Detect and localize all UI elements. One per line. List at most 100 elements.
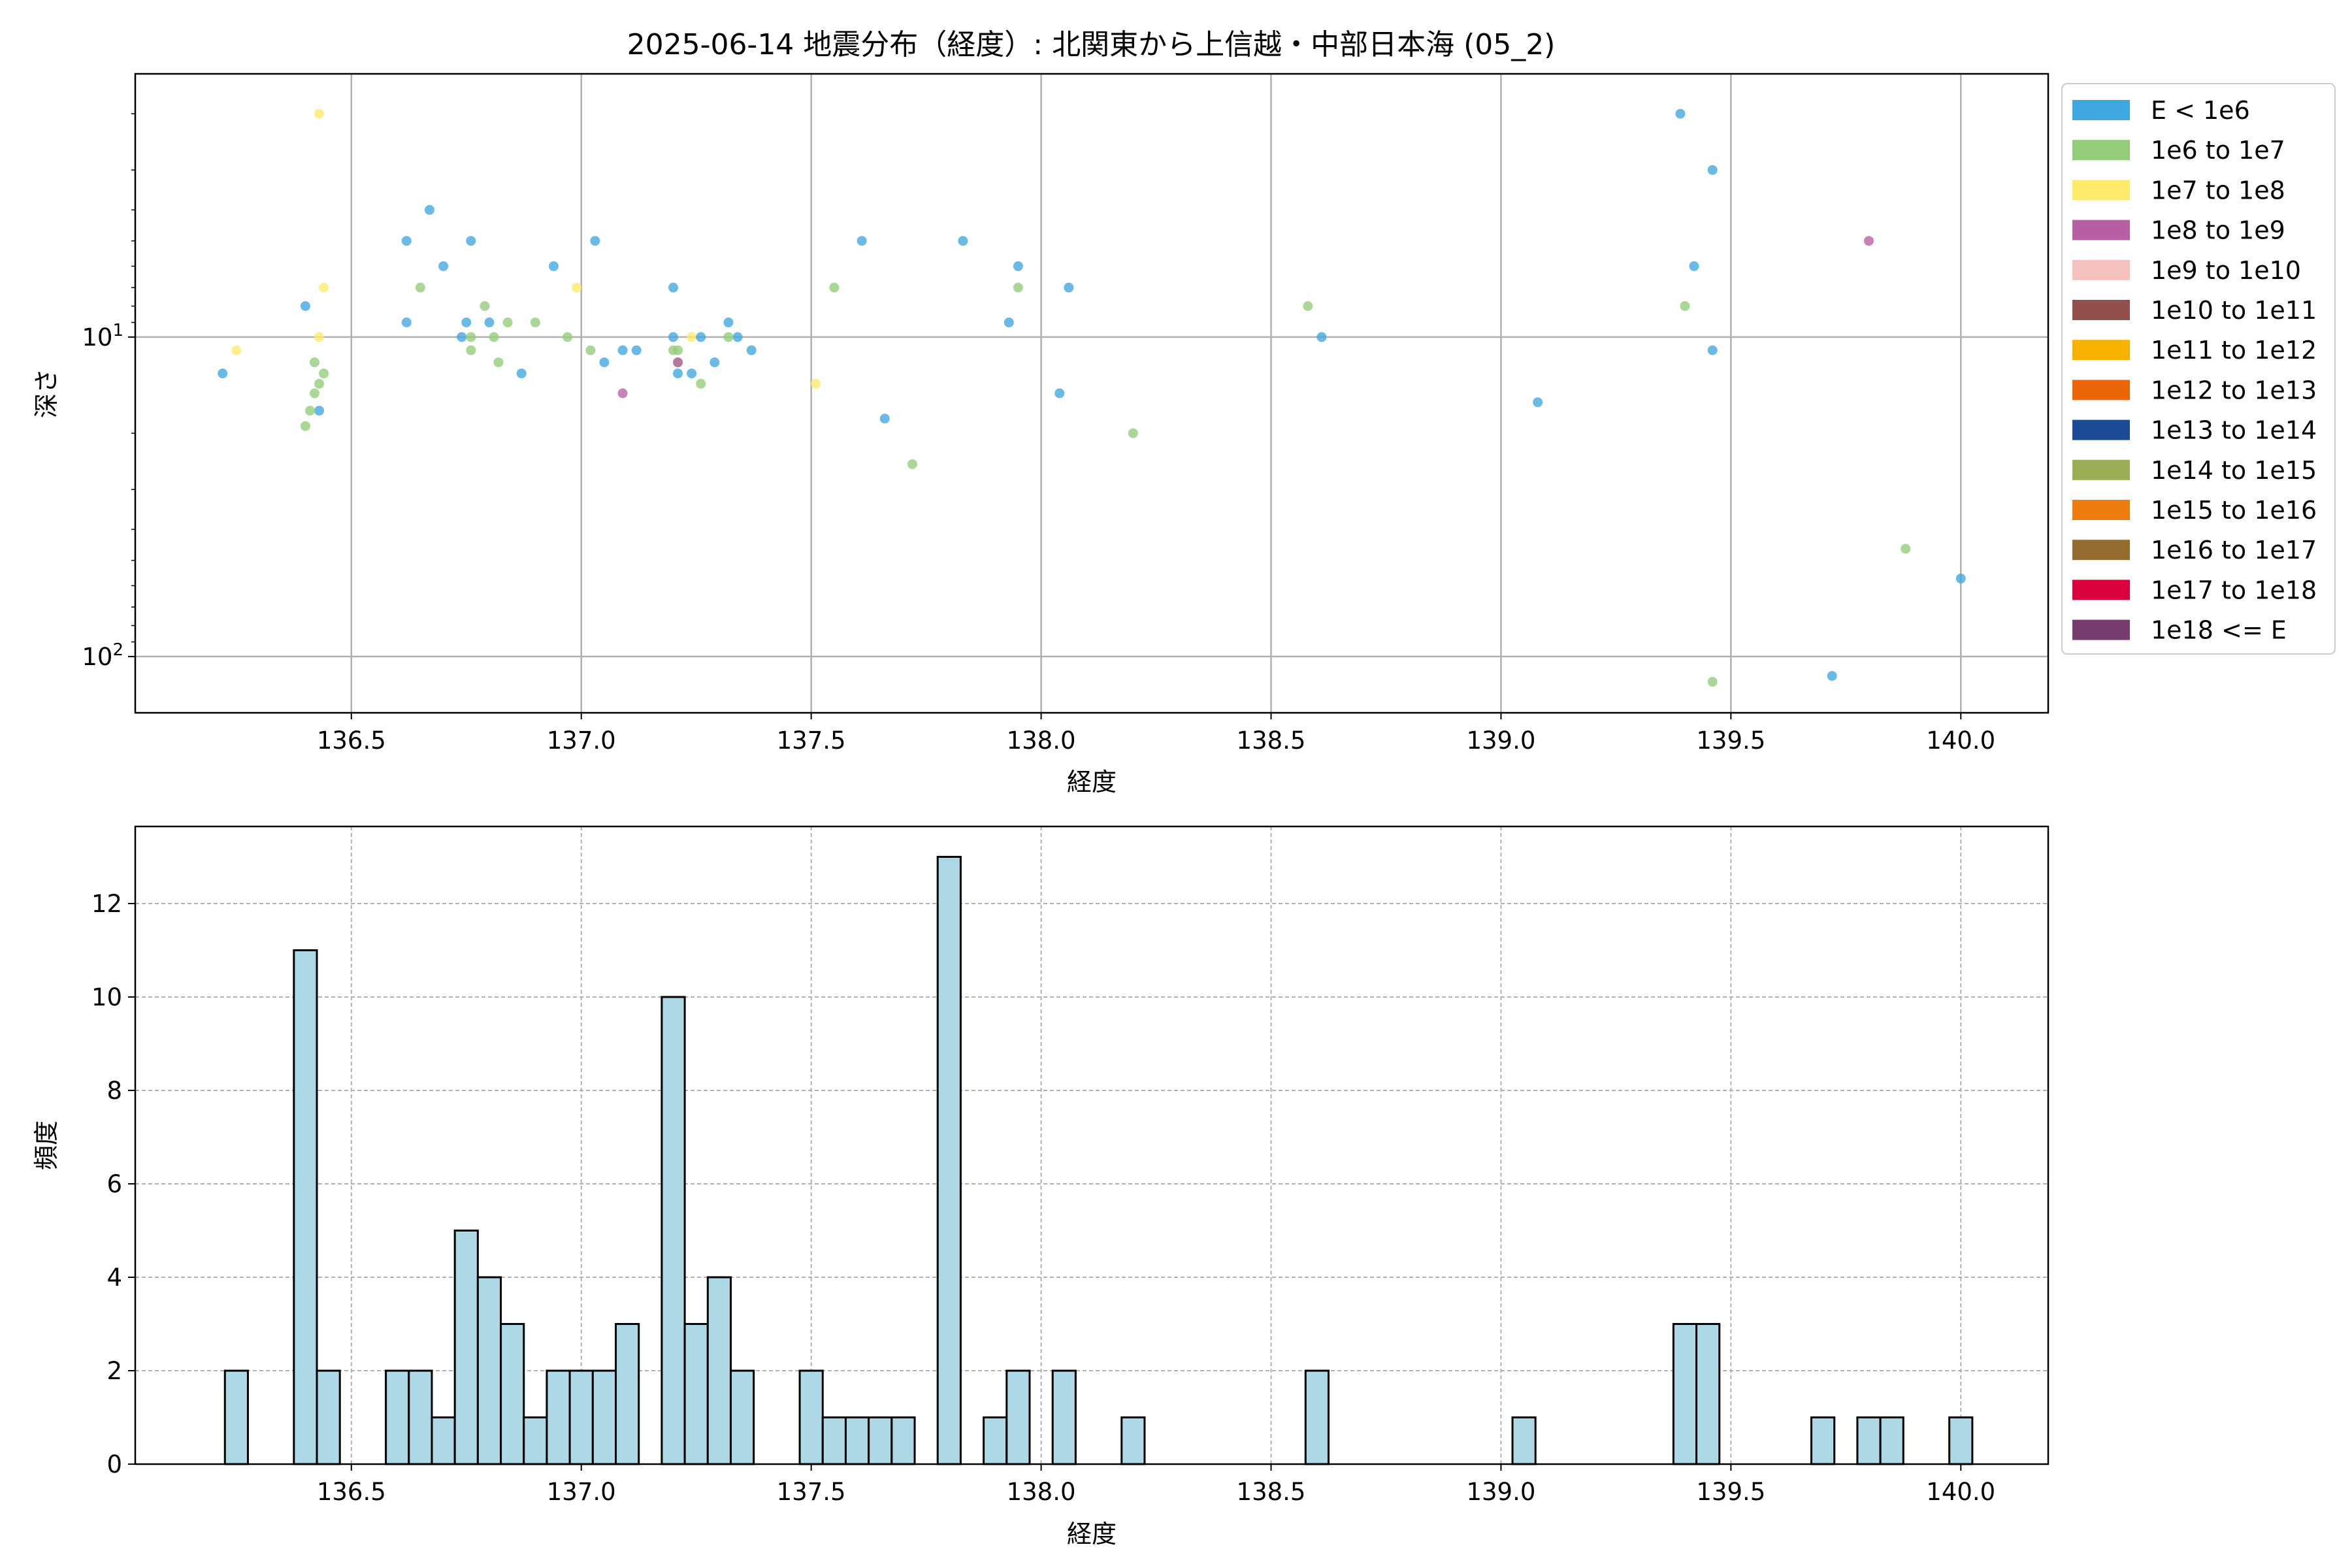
scatter-point [563, 332, 573, 342]
histogram-y-tick-label: 4 [106, 1264, 122, 1292]
legend-swatch [2072, 540, 2130, 561]
legend-swatch [2072, 340, 2130, 361]
scatter-point [300, 421, 310, 431]
legend-label: 1e18 <= E [2151, 616, 2287, 645]
scatter-x-tick-label: 138.0 [1007, 727, 1076, 755]
scatter-y-tick-base: 10 [82, 643, 112, 671]
legend-swatch [2072, 180, 2130, 201]
scatter-point [1064, 282, 1074, 293]
histogram-bar [1672, 1322, 1698, 1465]
histogram-bar [546, 1369, 571, 1465]
histogram-bar [1120, 1416, 1146, 1465]
scatter-point [746, 345, 757, 355]
histogram-x-tick-label: 139.5 [1696, 1478, 1765, 1506]
scatter-point [687, 368, 697, 379]
scatter-point [480, 301, 490, 312]
legend-label: 1e14 to 1e15 [2151, 456, 2317, 485]
legend-swatch [2072, 500, 2130, 520]
scatter-point [599, 357, 610, 368]
scatter-point [1013, 282, 1023, 293]
scatter-point [857, 236, 867, 246]
histogram-y-tick-label: 2 [106, 1357, 122, 1385]
legend-label: 1e12 to 1e13 [2151, 376, 2317, 404]
histogram-y-label: 頻度 [32, 1120, 61, 1170]
legend-swatch [2072, 619, 2130, 640]
scatter-point [1955, 574, 1966, 584]
legend-label: 1e9 to 1e10 [2151, 256, 2301, 285]
histogram-y-tick-label: 10 [91, 983, 122, 1011]
scatter-x-tick-label: 139.5 [1696, 727, 1765, 755]
legend-label: 1e8 to 1e9 [2151, 216, 2285, 245]
histogram-y-ticks: 0 2 4 6 8 10 12 [91, 890, 135, 1478]
legend-label: 1e16 to 1e17 [2151, 536, 2317, 564]
histogram-bar [683, 1322, 709, 1465]
scatter-point [668, 282, 678, 293]
histogram-bar [615, 1322, 640, 1465]
scatter-point [1689, 261, 1699, 271]
legend-label: 1e13 to 1e14 [2151, 416, 2317, 445]
scatter-x-label: 経度 [1067, 768, 1117, 796]
scatter-point [300, 301, 310, 312]
scatter-point [466, 345, 476, 355]
scatter-point [489, 332, 499, 342]
scatter-point [493, 357, 504, 368]
scatter-point [958, 236, 968, 246]
histogram-bar [661, 996, 686, 1465]
scatter-point [304, 406, 315, 416]
histogram-bar [868, 1416, 893, 1465]
scatter-point [314, 378, 325, 389]
scatter-y-tick-label: 101 [82, 321, 123, 351]
legend-label: 1e15 to 1e16 [2151, 496, 2317, 525]
scatter-point [461, 318, 472, 328]
histogram-x-tick-label: 140.0 [1926, 1478, 1995, 1506]
histogram-bar [1856, 1416, 1882, 1465]
scatter-point [438, 261, 449, 271]
scatter-point [319, 368, 329, 379]
histogram-x-ticks: 136.5 137.0 137.5 138.0 138.5 139.0 139.5 140.0 [317, 1464, 1995, 1506]
histogram-x-tick-label: 137.0 [547, 1478, 616, 1506]
scatter-point [502, 318, 513, 328]
histogram-bar [293, 949, 318, 1465]
legend-swatch [2072, 220, 2130, 240]
histogram-bar [500, 1322, 525, 1465]
scatter-point [1128, 428, 1138, 438]
histogram-bar [453, 1229, 479, 1465]
scatter-point [585, 345, 596, 355]
legend-swatch [2072, 140, 2130, 161]
histogram-bar [223, 1369, 249, 1465]
scatter-point [1054, 388, 1065, 399]
legend-label: 1e17 to 1e18 [2151, 576, 2317, 604]
legend: E < 1e6 1e6 to 1e7 1e7 to 1e8 1e8 to 1e9 1e9… [2061, 83, 2336, 655]
histogram-y-tick-label: 0 [106, 1450, 122, 1478]
scatter-point [314, 332, 325, 342]
histogram-bar [1948, 1416, 1974, 1465]
figure-title: 2025-06-14 地震分布（経度）: 北関東から上信越・中部日本海 (05_… [627, 28, 1556, 61]
scatter-point [1707, 345, 1718, 355]
scatter-point [1680, 301, 1690, 312]
histogram-bar [798, 1369, 824, 1465]
histogram-bar [821, 1416, 847, 1465]
histogram-panel: 136.5 137.0 137.5 138.0 138.5 139.0 139.5 140.0… [32, 825, 2050, 1548]
scatter-point [668, 332, 678, 342]
scatter-point [1013, 261, 1023, 271]
scatter-point [673, 357, 683, 368]
scatter-point [590, 236, 600, 246]
scatter-x-tick-label: 136.5 [317, 727, 386, 755]
histogram-bar [1005, 1369, 1031, 1465]
histogram-bar [936, 855, 962, 1465]
histogram-bar [476, 1276, 502, 1465]
scatter-point [1707, 677, 1718, 687]
scatter-point [231, 345, 242, 355]
legend-items: E < 1e6 1e6 to 1e7 1e7 to 1e8 1e8 to 1e9 1e9… [2072, 96, 2317, 645]
scatter-x-tick-label: 137.0 [547, 727, 616, 755]
scatter-point [617, 388, 628, 399]
scatter-point [1004, 318, 1014, 328]
scatter-point [907, 459, 917, 469]
scatter-point [319, 282, 329, 293]
scatter-point [1827, 671, 1837, 681]
scatter-point [457, 332, 467, 342]
legend-label: 1e10 to 1e11 [2151, 296, 2317, 325]
histogram-bar [523, 1416, 548, 1465]
scatter-point [466, 332, 476, 342]
histogram-bar [844, 1416, 870, 1465]
